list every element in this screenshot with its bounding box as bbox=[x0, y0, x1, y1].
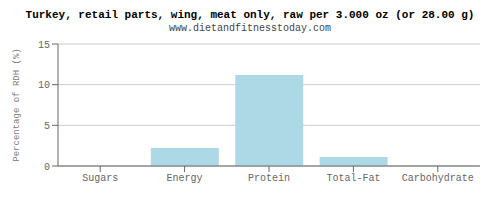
html-text:www.dietandfitnesstoday.com: www.dietandfitnesstoday.com bbox=[169, 23, 331, 34]
svg-text:5: 5 bbox=[44, 121, 50, 132]
svg-text:Total-Fat: Total-Fat bbox=[326, 173, 380, 184]
svg-text:Energy: Energy bbox=[167, 173, 203, 184]
svg-text:0: 0 bbox=[44, 162, 50, 173]
svg-text:Protein: Protein bbox=[248, 173, 290, 184]
svg-text:10: 10 bbox=[38, 80, 50, 91]
html-text:Turkey, retail parts, wing, me: Turkey, retail parts, wing, meat only, r… bbox=[25, 9, 475, 21]
svg-text:Carbohydrate: Carbohydrate bbox=[402, 173, 474, 184]
svg-text:Percentage of RDH (%): Percentage of RDH (%) bbox=[12, 48, 22, 161]
svg-text:Sugars: Sugars bbox=[82, 173, 118, 184]
svg-text:15: 15 bbox=[38, 40, 50, 51]
